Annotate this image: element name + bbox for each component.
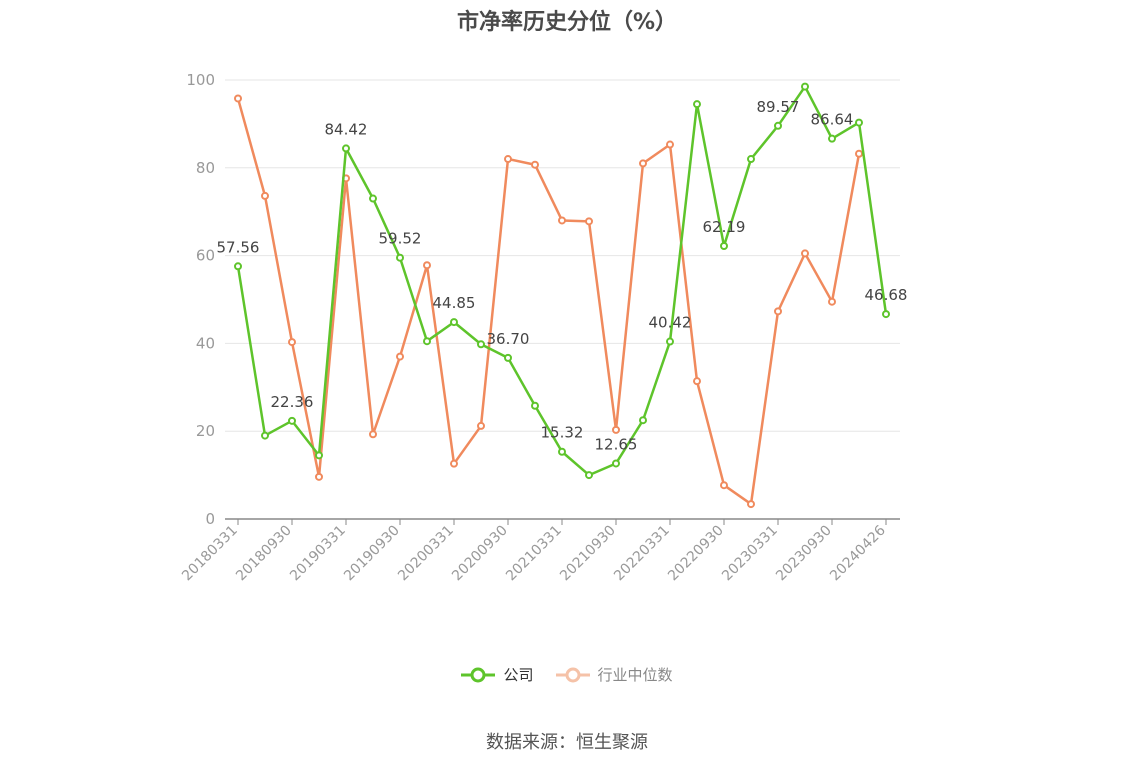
data-label-20180930: 22.36 — [271, 393, 314, 411]
y-tick-label-100: 100 — [186, 71, 215, 89]
data-point-s0-20201231 — [531, 401, 539, 410]
data-point-s0-20240426 — [882, 310, 890, 319]
legend-item-company[interactable]: 公司 — [461, 664, 534, 685]
legend-industry-line-icon — [555, 667, 590, 682]
data-point-s0-20190331 — [342, 144, 350, 153]
x-tick-label-20230331: 20230331 — [719, 523, 781, 585]
data-point-s1-20210930 — [612, 425, 620, 434]
legend-company-label: 公司 — [503, 666, 534, 684]
data-label-20220331: 40.42 — [649, 314, 692, 332]
data-point-s1-20230331 — [774, 307, 782, 316]
data-point-s0-20181231 — [315, 451, 323, 460]
y-tick-label-0: 0 — [205, 510, 215, 528]
data-point-s1-20200930 — [504, 155, 512, 164]
data-point-s0-20230331 — [774, 121, 782, 130]
data-point-s0-20200930 — [504, 353, 512, 362]
data-point-s0-20221231 — [747, 155, 755, 164]
data-label-20180331: 57.56 — [217, 238, 260, 256]
data-point-s1-20210331 — [558, 216, 566, 225]
data-point-s1-20191231 — [423, 261, 431, 270]
data-label-20220930: 62.19 — [703, 218, 746, 236]
data-point-s1-20200331 — [450, 459, 458, 468]
data-label-20210930: 12.65 — [595, 435, 638, 453]
data-point-s0-20190930 — [396, 253, 404, 262]
data-point-s0-20180930 — [288, 416, 296, 425]
data-point-s1-20190630 — [369, 430, 377, 439]
x-tick-label-20220930: 20220930 — [665, 523, 727, 585]
data-point-s1-20180630 — [261, 191, 269, 200]
x-tick-label-20190331: 20190331 — [287, 523, 349, 585]
data-point-s1-20220930 — [720, 481, 728, 490]
data-point-s0-20190630 — [369, 194, 377, 203]
data-point-s1-20220630 — [693, 377, 701, 386]
y-tick-label-80: 80 — [196, 159, 215, 177]
series-line-0 — [236, 85, 888, 477]
data-point-s0-20210630 — [585, 471, 593, 480]
data-label-20230331: 89.57 — [757, 98, 800, 116]
data-point-s0-20180331 — [234, 262, 242, 271]
data-point-s1-20221231 — [747, 500, 755, 509]
chart-title: 市净率历史分位（%） — [456, 10, 678, 35]
legend: 公司 行业中位数 — [0, 664, 1134, 685]
x-tick-label-20230930: 20230930 — [773, 523, 835, 585]
data-point-s1-20180331 — [234, 94, 242, 103]
data-point-s0-20191231 — [423, 337, 431, 346]
y-tick-label-60: 60 — [196, 247, 215, 265]
data-point-s1-20181231 — [315, 472, 323, 481]
data-point-s1-20210630 — [585, 217, 593, 226]
legend-item-industry[interactable]: 行业中位数 — [555, 664, 673, 685]
data-point-s0-20210930 — [612, 459, 620, 468]
data-point-s0-20230930 — [828, 134, 836, 143]
data-label-20240426: 46.68 — [865, 286, 908, 304]
data-label-20200331: 44.85 — [433, 294, 476, 312]
data-point-s1-20190930 — [396, 352, 404, 361]
data-label-20190930: 59.52 — [379, 230, 422, 248]
x-tick-label-20210331: 20210331 — [503, 523, 565, 585]
data-point-s0-20220331 — [666, 337, 674, 346]
y-tick-label-20: 20 — [196, 422, 215, 440]
data-source: 数据来源：恒生聚源 — [486, 732, 648, 753]
data-label-20210331: 15.32 — [541, 424, 584, 442]
data-point-s1-20200630 — [477, 421, 485, 430]
data-point-s1-20201231 — [531, 160, 539, 169]
x-tick-label-20180331: 20180331 — [179, 523, 241, 585]
x-tick-label-20240426: 20240426 — [827, 522, 889, 584]
data-point-s0-20211231 — [639, 416, 647, 425]
data-point-s1-20230630 — [801, 249, 809, 258]
data-point-s1-20220331 — [666, 140, 674, 149]
series-line-1 — [236, 98, 861, 506]
data-point-s0-20210331 — [558, 447, 566, 456]
data-label-20200930: 36.70 — [487, 330, 530, 348]
x-tick-label-20210930: 20210930 — [557, 523, 619, 585]
data-label-20190331: 84.42 — [325, 120, 368, 138]
data-point-s0-20200630 — [477, 340, 485, 349]
x-tick-label-20220331: 20220331 — [611, 523, 673, 585]
data-point-s1-20230930 — [828, 297, 836, 306]
data-point-s0-20180630 — [261, 431, 269, 440]
data-point-s0-20220930 — [720, 241, 728, 250]
x-tick-label-20180930: 20180930 — [233, 523, 295, 585]
x-tick-label-20190930: 20190930 — [341, 523, 403, 585]
data-point-s0-20220630 — [693, 100, 701, 109]
x-tick-label-20200930: 20200930 — [449, 523, 511, 585]
data-point-s1-20211231 — [639, 159, 647, 168]
data-label-20230930: 86.64 — [811, 111, 854, 129]
y-tick-label-40: 40 — [196, 334, 215, 352]
data-point-s1-20180930 — [288, 338, 296, 347]
x-tick-label-20200331: 20200331 — [395, 523, 457, 585]
data-point-s0-20231231 — [855, 118, 863, 127]
legend-company-line-icon — [461, 667, 496, 682]
data-point-s0-20230630 — [801, 82, 809, 91]
data-point-s0-20200331 — [450, 318, 458, 327]
data-point-s1-20231231 — [855, 149, 863, 158]
legend-industry-label: 行业中位数 — [597, 666, 673, 684]
